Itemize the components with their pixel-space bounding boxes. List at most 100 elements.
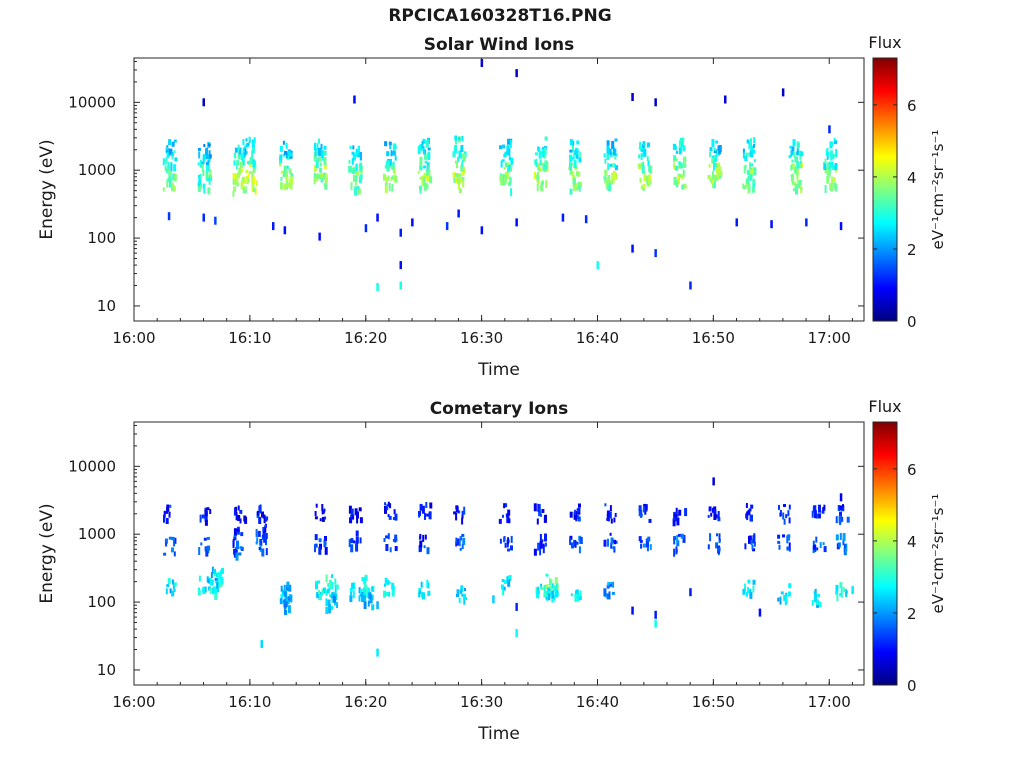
data-cell [350,544,354,553]
data-point [272,222,275,231]
data-cell [392,150,396,156]
data-point [654,619,657,628]
data-point [202,98,205,107]
data-cell [746,591,748,597]
data-cell [510,188,513,197]
data-cell [454,145,458,153]
data-cell [386,167,390,172]
data-cell [248,173,250,179]
data-cell [207,159,211,163]
data-point [689,281,692,290]
data-cell [318,147,321,156]
data-cell [742,148,745,153]
data-cell [314,148,317,157]
data-cell [460,153,463,160]
data-cell [612,177,615,183]
data-cell [778,504,780,510]
data-cell [237,144,240,151]
data-cell [420,581,423,588]
colorbar-unit-label: eV⁻¹cm⁻²sr⁻¹s⁻¹ [929,494,947,614]
data-cell [318,138,320,144]
data-cell [796,169,799,177]
data-cell [785,595,788,603]
data-cell [354,182,357,186]
data-cell [236,540,239,549]
data-cell [168,511,171,515]
data-cell [261,548,265,557]
data-cell [334,578,337,585]
colorbar: Flux 0 2 4 6 eV⁻¹cm⁻²sr⁻¹s⁻¹ [868,33,947,331]
data-cell [236,159,240,166]
data-cell [332,595,336,603]
data-cell [233,509,236,516]
cometary-panel: 16:00 16:10 16:20 16:30 16:40 16:50 17:00 10 100… [37,397,947,744]
data-cell [612,170,616,179]
data-cell [574,166,578,171]
data-cell [537,503,540,512]
data-cell [835,534,839,541]
data-cell [359,174,363,180]
data-cell [537,542,541,551]
data-cell [543,147,546,153]
data-cell [540,583,543,589]
data-cell [280,600,284,604]
data-point [735,218,738,227]
data-cell [461,162,464,167]
data-point [839,222,843,231]
data-cell [835,148,838,157]
data-point [376,213,379,222]
data-cell [393,509,396,515]
data-cell [325,607,329,614]
data-cell [207,579,211,584]
data-cell [391,582,395,590]
data-cell [794,166,796,174]
data-cell [320,150,324,159]
colorbar-unit-label: eV⁻¹cm⁻²sr⁻¹s⁻¹ [929,130,947,250]
x-tick-label: 16:10 [228,329,271,347]
data-cell [713,148,716,152]
data-cell [569,538,572,546]
data-cell [576,187,578,191]
data-cell [462,179,465,188]
data-cell [429,502,433,509]
data-cell [279,598,282,605]
data-cell [359,593,362,597]
data-cell [713,512,717,520]
data-cell [256,537,259,544]
data-cell [452,151,455,158]
data-cell [572,140,575,146]
data-cell [817,513,821,519]
data-cell [358,176,362,184]
data-point [654,610,657,619]
data-cell [504,580,507,584]
data-cell [283,591,287,597]
data-cell [258,547,261,550]
data-cell [214,579,218,584]
data-cell [829,150,833,159]
data-cell [457,176,459,184]
data-cell [371,604,375,611]
data-cell [646,541,649,548]
data-cell [571,156,575,160]
data-cell [165,518,169,524]
data-cell [556,583,559,588]
data-cell [834,185,836,191]
x-tick-label: 16:00 [112,693,155,711]
data-cell [463,506,466,515]
data-point [654,98,657,107]
data-cell [252,176,256,184]
data-cell [367,600,370,607]
data-cell [573,160,577,169]
data-cell [750,149,754,158]
data-cell [288,179,291,185]
data-cell [678,147,682,155]
data-cell [233,186,237,192]
data-cell [455,139,457,145]
x-tick-label: 16:50 [692,693,735,711]
data-cell [642,141,646,147]
data-cell [361,577,365,582]
data-cell [238,147,242,155]
data-cell [167,161,170,170]
data-cell [750,138,752,147]
data-cell [242,176,245,183]
